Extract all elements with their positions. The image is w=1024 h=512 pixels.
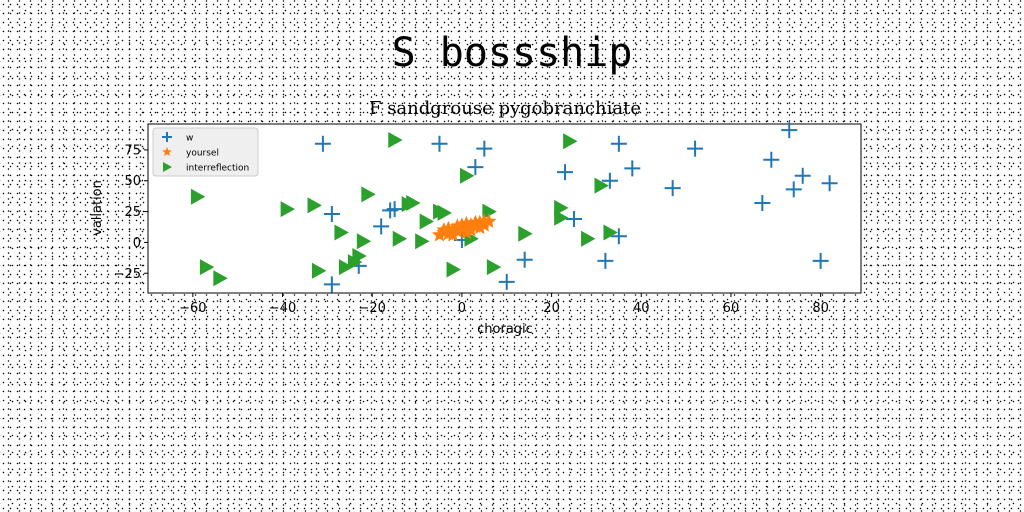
x-axis: −60 −40 −20 0 20 40 60 80 — [179, 293, 829, 316]
data-point — [449, 220, 465, 236]
data-point — [323, 206, 340, 223]
data-marks — [190, 122, 838, 293]
x-tick-label: 20 — [543, 301, 560, 316]
data-point — [373, 218, 390, 235]
data-point — [415, 233, 430, 250]
data-point — [162, 147, 172, 156]
data-point — [431, 135, 448, 152]
data-point — [518, 225, 533, 242]
legend-item: w — [162, 132, 193, 144]
data-point — [557, 164, 574, 181]
legend: w yoursel interreflection — [152, 127, 259, 177]
data-point — [437, 204, 452, 221]
x-tick-label: −40 — [269, 301, 296, 316]
data-point — [361, 186, 376, 203]
x-tick-label: 60 — [723, 301, 740, 316]
data-point — [314, 135, 331, 152]
data-point — [446, 261, 461, 278]
y-tick-label: 0 — [133, 236, 141, 251]
data-point — [486, 259, 502, 276]
data-point — [624, 160, 641, 177]
data-point — [356, 233, 372, 250]
x-axis-label: choragic — [477, 322, 533, 337]
data-point — [516, 251, 533, 268]
x-tick-label: 40 — [633, 301, 650, 316]
data-point — [280, 201, 296, 218]
data-point — [199, 259, 215, 276]
data-point — [419, 213, 435, 230]
data-point — [459, 167, 475, 184]
data-point — [763, 151, 780, 168]
data-point — [476, 217, 492, 232]
data-point — [781, 122, 798, 139]
data-point — [445, 227, 461, 242]
x-tick-label: 0 — [458, 301, 466, 316]
series-interreflection — [190, 132, 618, 287]
data-point — [481, 213, 497, 228]
series-yoursel — [431, 213, 497, 242]
data-point — [664, 180, 681, 197]
legend-label: yoursel — [186, 149, 219, 159]
y-tick-label: −25 — [114, 267, 141, 282]
legend-box — [152, 127, 259, 177]
data-point — [386, 201, 403, 218]
y-axis-label: vallation — [90, 180, 105, 236]
data-point — [610, 135, 627, 152]
data-point — [498, 273, 515, 290]
legend-label: w — [186, 134, 193, 144]
data-point — [431, 227, 448, 242]
data-point — [334, 224, 349, 241]
y-tick-label: 50 — [124, 174, 141, 189]
data-point — [601, 172, 618, 189]
data-point — [482, 203, 497, 220]
data-point — [563, 133, 578, 150]
data-point — [597, 252, 614, 269]
data-point — [603, 224, 618, 241]
data-point — [307, 197, 322, 214]
legend-label: interreflection — [186, 164, 249, 174]
data-point — [476, 140, 493, 157]
data-point — [392, 230, 408, 247]
data-point — [566, 210, 583, 227]
legend-item: yoursel — [162, 147, 219, 159]
data-point — [213, 270, 228, 287]
y-tick-label: 25 — [124, 205, 141, 220]
x-tick-label: 80 — [812, 301, 829, 316]
data-point — [554, 209, 569, 226]
y-axis: −25 0 25 50 75 — [114, 143, 148, 282]
data-point — [581, 230, 596, 247]
data-point — [312, 262, 327, 279]
plot-area — [147, 123, 862, 294]
data-point — [406, 194, 421, 211]
data-point — [754, 194, 771, 211]
data-point — [458, 224, 474, 239]
data-point — [388, 132, 403, 149]
data-point — [467, 159, 484, 176]
legend-item: interreflection — [163, 162, 249, 174]
x-tick-label: −20 — [358, 301, 385, 316]
x-tick-label: −60 — [179, 301, 206, 316]
data-point — [162, 132, 172, 142]
data-point — [163, 162, 172, 172]
data-point — [794, 167, 811, 184]
data-point — [687, 140, 704, 157]
data-point — [472, 219, 488, 235]
data-point — [323, 276, 340, 293]
data-point — [190, 188, 206, 205]
page-title: S bossship — [391, 30, 633, 76]
data-point — [594, 177, 609, 194]
data-point — [785, 181, 802, 198]
y-tick-label: 75 — [124, 143, 141, 158]
data-point — [352, 247, 367, 264]
chart-title: F sandgrouse pygobranchiate — [369, 98, 641, 119]
data-point — [338, 259, 354, 276]
data-point — [610, 228, 627, 245]
data-point — [821, 175, 838, 192]
data-point — [812, 252, 829, 269]
series-w — [314, 122, 838, 293]
